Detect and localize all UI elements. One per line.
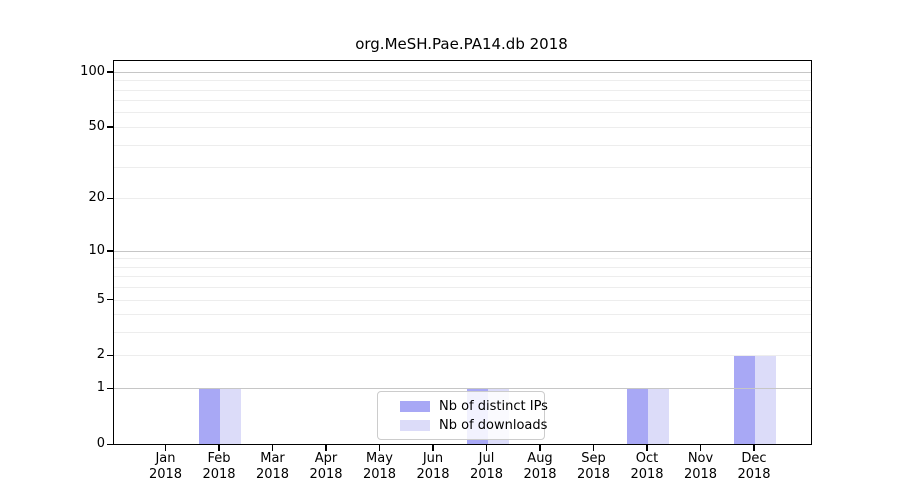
minor-gridline	[114, 126, 811, 128]
y-tick-label: 50	[88, 118, 105, 134]
legend-swatch-distinct-ips	[400, 400, 430, 412]
x-tick-year: 2018	[469, 467, 504, 482]
x-tick-label: Sep 2018	[563, 451, 625, 483]
bar-downloads	[755, 355, 776, 444]
legend-entry: Nb of distinct IPs	[388, 398, 548, 414]
legend-swatch-downloads	[400, 419, 430, 431]
bar-downloads	[220, 388, 241, 444]
x-tick-year: 2018	[416, 467, 450, 482]
y-tick-label: 100	[80, 63, 105, 79]
bar-distinct-ips	[627, 388, 648, 444]
x-tick-label: Jun 2018	[402, 451, 464, 483]
x-axis-tick	[432, 444, 434, 451]
minor-gridline	[114, 355, 811, 357]
y-axis-tick	[107, 126, 113, 128]
x-tick-label: Oct 2018	[616, 451, 678, 483]
y-tick-label: 2	[96, 347, 105, 363]
x-tick-month: Jul	[478, 451, 495, 466]
x-tick-month: Dec	[741, 451, 767, 466]
x-tick-year: 2018	[683, 467, 718, 482]
x-tick-year: 2018	[737, 467, 771, 482]
legend-entry: Nb of downloads	[388, 417, 547, 433]
minor-gridline	[114, 266, 811, 268]
y-axis-tick	[107, 250, 113, 252]
x-tick-month: Feb	[207, 451, 231, 466]
bar-downloads	[648, 388, 669, 444]
minor-gridline	[114, 167, 811, 169]
major-gridline	[114, 250, 811, 252]
x-tick-label: Apr 2018	[295, 451, 357, 483]
x-axis-tick	[539, 444, 541, 451]
x-tick-label: Feb 2018	[188, 451, 250, 483]
x-axis-tick	[325, 444, 327, 451]
legend-label: Nb of downloads	[439, 417, 548, 433]
x-tick-month: Jan	[155, 451, 176, 466]
x-tick-year: 2018	[202, 467, 236, 482]
x-tick-label: Nov 2018	[670, 451, 732, 483]
x-tick-year: 2018	[362, 467, 397, 482]
x-tick-month: Nov	[687, 451, 714, 466]
x-tick-year: 2018	[309, 467, 343, 482]
y-tick-label: 10	[88, 242, 105, 258]
y-tick-label: 0	[96, 436, 105, 451]
minor-gridline	[114, 299, 811, 301]
minor-gridline	[114, 112, 811, 114]
minor-gridline	[114, 314, 811, 316]
major-gridline	[114, 71, 811, 73]
minor-gridline	[114, 276, 811, 278]
x-tick-year: 2018	[576, 467, 611, 482]
x-tick-label: May 2018	[349, 451, 411, 483]
bar-distinct-ips	[199, 388, 220, 444]
minor-gridline	[114, 287, 811, 289]
minor-gridline	[114, 80, 811, 82]
minor-gridline	[114, 144, 811, 146]
x-tick-year: 2018	[148, 467, 183, 482]
x-tick-month: Jun	[422, 451, 444, 466]
y-axis-tick	[107, 354, 113, 357]
x-tick-month: Aug	[527, 451, 553, 466]
bar-distinct-ips	[734, 355, 755, 444]
major-gridline	[114, 388, 811, 390]
x-tick-month: Apr	[314, 451, 338, 466]
chart-title: org.MeSH.Pae.PA14.db 2018	[355, 35, 568, 53]
x-axis-tick	[699, 444, 702, 451]
y-tick-label: 5	[96, 291, 105, 307]
x-axis-tick	[753, 444, 755, 451]
y-tick-label: 1	[96, 380, 105, 396]
x-tick-month: May	[366, 451, 393, 466]
plot-area	[113, 60, 812, 445]
y-axis-tick	[107, 197, 113, 200]
x-axis-tick	[218, 444, 220, 451]
minor-gridline	[114, 100, 811, 102]
minor-gridline	[114, 332, 811, 334]
x-tick-year: 2018	[630, 467, 664, 482]
y-tick-label: 20	[88, 190, 105, 206]
minor-gridline	[114, 258, 811, 260]
x-tick-label: Mar 2018	[242, 451, 304, 483]
x-axis-tick	[485, 444, 488, 451]
legend-label: Nb of distinct IPs	[439, 398, 548, 414]
minor-gridline	[114, 89, 811, 91]
x-tick-year: 2018	[523, 467, 557, 482]
y-axis-tick	[107, 443, 113, 445]
x-axis-tick	[271, 444, 274, 451]
x-tick-label: Jul 2018	[456, 451, 518, 483]
x-tick-label: Dec 2018	[723, 451, 785, 483]
y-axis-tick	[107, 71, 113, 73]
x-axis-tick	[592, 444, 595, 451]
x-tick-month: Oct	[635, 451, 659, 466]
y-axis-tick	[107, 387, 113, 389]
x-tick-month: Mar	[260, 451, 285, 466]
legend: Nb of distinct IPs Nb of downloads	[377, 391, 548, 440]
x-axis-tick	[164, 444, 167, 451]
x-axis-tick	[378, 444, 381, 451]
x-tick-year: 2018	[255, 467, 290, 482]
y-axis-tick	[107, 299, 113, 301]
x-axis-tick	[646, 444, 648, 451]
x-tick-month: Sep	[581, 451, 606, 466]
x-tick-label: Jan 2018	[135, 451, 197, 483]
x-tick-label: Aug 2018	[509, 451, 571, 483]
minor-gridline	[114, 198, 811, 200]
